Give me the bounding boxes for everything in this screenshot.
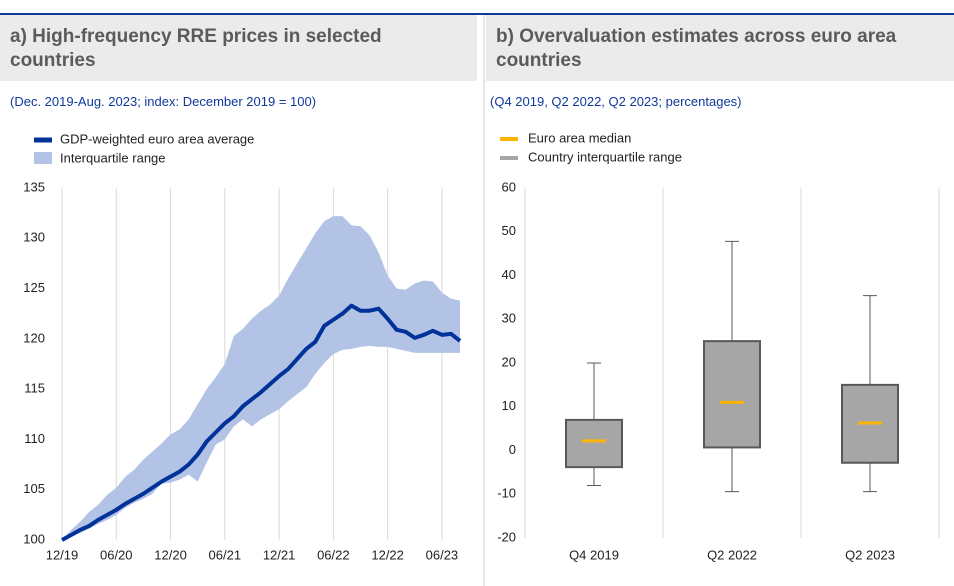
x-tick-label: Q2 2022 [707,547,757,562]
y-tick-label: -20 [497,529,516,544]
x-tick-label: 06/22 [317,547,350,562]
y-tick-label: 120 [23,330,45,345]
y-tick-label: -10 [497,486,516,501]
legend-label: Country interquartile range [528,149,682,164]
y-tick-label: 115 [24,381,45,396]
y-tick-label: 130 [23,230,45,245]
panel-b-title: b) Overvaluation estimates across euro a… [486,15,954,81]
y-tick-label: 100 [23,531,45,546]
y-tick-label: 50 [502,223,516,238]
band-area [62,216,460,540]
y-tick-label: 20 [502,354,516,369]
average-line [61,303,462,542]
x-tick-label: 06/23 [426,547,459,562]
x-tick-label: 06/20 [100,547,133,562]
panel-b-subtitle: (Q4 2019, Q2 2022, Q2 2023; percentages) [490,94,742,109]
panel-a-subtitle: (Dec. 2019-Aug. 2023; index: December 20… [10,94,317,109]
legend-label: Euro area median [528,130,631,145]
y-tick-label: 60 [502,179,516,194]
x-tick-label: 12/19 [46,547,79,562]
legend-label: GDP-weighted euro area average [60,131,254,146]
legend-label: Interquartile range [60,150,166,165]
y-tick-label: 125 [23,280,45,295]
panel-a-title: a) High-frequency RRE prices in selected… [0,15,477,81]
box [565,418,623,469]
legend-swatch [34,152,52,164]
y-tick-label: 135 [23,179,45,194]
y-tick-label: 30 [502,311,516,326]
y-tick-label: 10 [502,398,516,413]
y-tick-label: 40 [502,267,516,282]
box [703,340,761,449]
x-tick-label: 06/21 [209,547,242,562]
x-tick-label: 12/20 [154,547,187,562]
y-tick-label: 105 [23,481,45,496]
x-tick-label: Q2 2023 [845,547,895,562]
x-tick-label: 12/21 [263,547,296,562]
y-tick-label: 0 [509,442,516,457]
y-tick-label: 110 [24,431,45,446]
x-tick-label: Q4 2019 [569,547,619,562]
x-tick-label: 12/22 [371,547,404,562]
